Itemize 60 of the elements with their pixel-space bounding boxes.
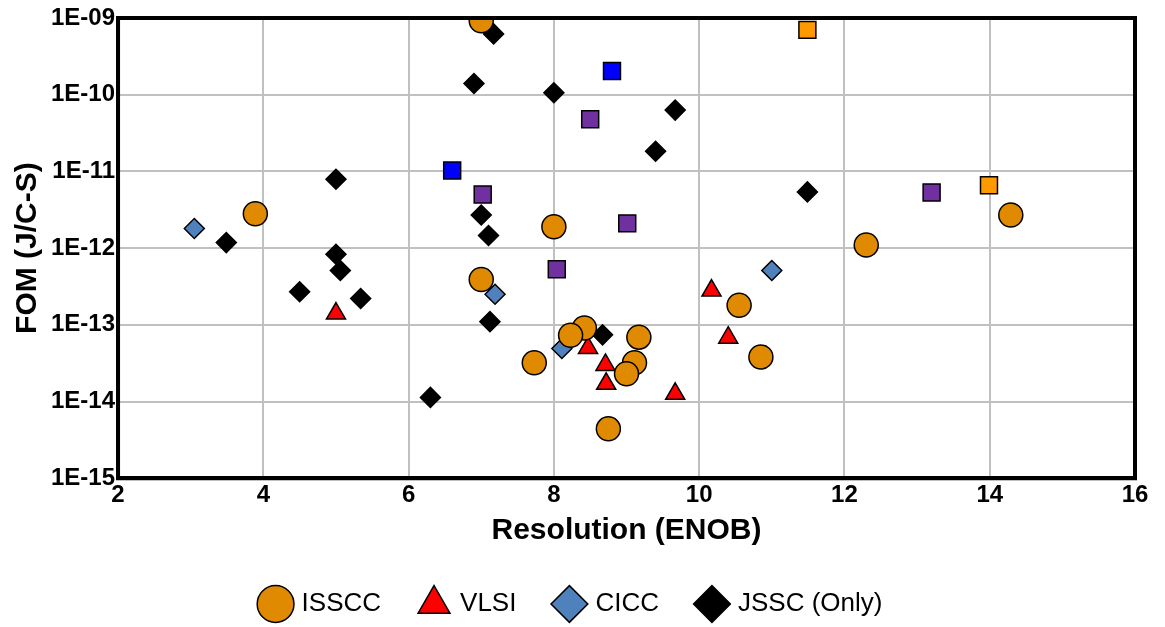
point [798, 20, 817, 40]
point [591, 324, 614, 346]
point [796, 181, 819, 203]
point [979, 176, 999, 195]
legend-label: ISSCC [301, 587, 382, 618]
point [521, 350, 548, 376]
legend-label: JSSC (Only) [737, 587, 883, 618]
y-tick-label: 1E-09 [51, 2, 116, 30]
point [484, 283, 506, 306]
point [473, 185, 492, 204]
y-tick-label: 1E-12 [51, 232, 116, 260]
point [547, 260, 567, 279]
point [349, 287, 372, 310]
point [419, 386, 442, 409]
y-tick-label: 1E-13 [51, 309, 116, 337]
x-tick-label: 14 [976, 480, 1004, 508]
point [477, 224, 500, 247]
point [602, 61, 622, 81]
point [183, 217, 206, 240]
point [618, 214, 637, 233]
point [595, 416, 622, 442]
point [479, 310, 501, 333]
point [998, 202, 1024, 228]
point [664, 99, 686, 121]
x-tick-label: 6 [401, 480, 416, 508]
point [543, 82, 565, 104]
point [325, 168, 347, 190]
point [580, 109, 600, 129]
x-tick-label: 8 [547, 480, 561, 508]
x-tick-label: 10 [685, 480, 713, 508]
point [726, 292, 752, 318]
point [748, 344, 774, 370]
x-tick-label: 12 [831, 480, 858, 508]
point [329, 259, 352, 282]
point [288, 280, 311, 303]
x-tick-label: 4 [256, 480, 271, 508]
point [325, 243, 347, 266]
y-tick-label: 1E-10 [51, 79, 116, 107]
y-tick-label: 1E-14 [51, 386, 116, 414]
legend-label: CICC [595, 587, 659, 618]
x-tick-label: 16 [1121, 480, 1149, 508]
point [557, 322, 584, 349]
y-tick-label: 1E-11 [52, 156, 116, 184]
y-axis-title: FOM (J/C-S) [9, 162, 43, 334]
legend-label: VLSI [460, 587, 517, 618]
point [853, 232, 879, 258]
point [613, 361, 640, 387]
point [644, 140, 667, 163]
point [242, 201, 269, 227]
point [761, 259, 783, 282]
point [541, 213, 567, 240]
point [922, 183, 941, 202]
point [463, 72, 485, 95]
point [215, 231, 238, 254]
point [626, 324, 652, 350]
point [468, 266, 494, 293]
point [470, 204, 492, 226]
point [442, 161, 462, 180]
x-axis-title: Resolution (ENOB) [491, 512, 762, 546]
point [482, 23, 505, 45]
